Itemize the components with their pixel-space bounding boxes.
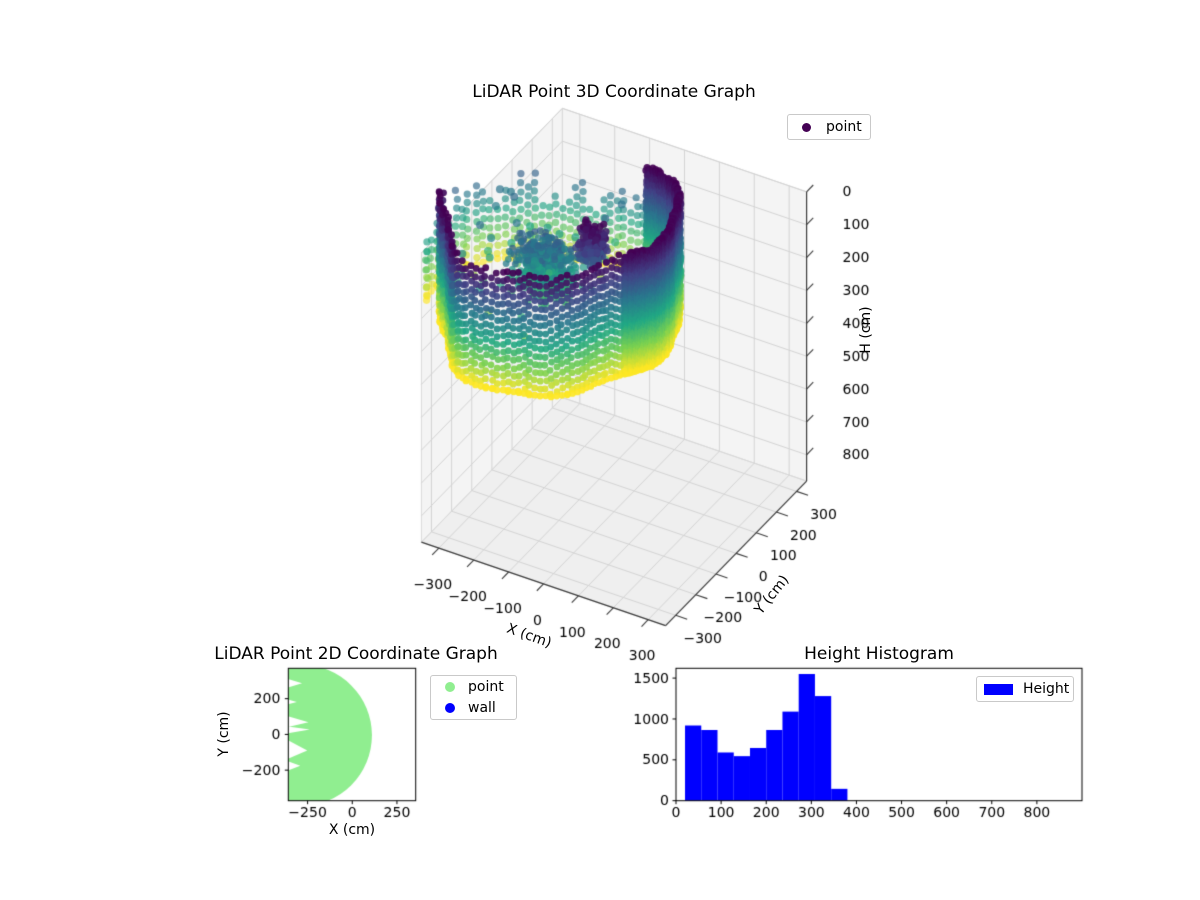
histogram-legend: Height <box>976 676 1074 702</box>
legend-row-height: Height <box>977 681 1073 697</box>
legend-label: point <box>468 678 504 695</box>
legend-row-point: point <box>788 119 870 135</box>
height-swatch-icon <box>984 683 1013 695</box>
plot3d-title: LiDAR Point 3D Coordinate Graph <box>472 82 756 102</box>
legend-label: Height <box>1023 681 1070 697</box>
plot2d-legend: point wall <box>430 675 517 720</box>
plot2d-title: LiDAR Point 2D Coordinate Graph <box>214 644 498 664</box>
legend-label: point <box>826 119 862 135</box>
point-marker-icon <box>445 681 455 692</box>
legend-row-point: point <box>431 679 516 695</box>
legend-row-wall: wall <box>431 700 516 716</box>
legend-label: wall <box>468 700 496 717</box>
wall-marker-icon <box>445 703 455 714</box>
plot2d-x-axis-label: X (cm) <box>328 822 376 838</box>
plot3d-legend: point <box>787 114 871 140</box>
plot2d-y-axis-label: Y (cm) <box>216 711 232 757</box>
point-marker-icon <box>802 122 811 132</box>
histogram-title: Height Histogram <box>804 644 954 664</box>
plot3d-h-axis-label: H (cm) <box>858 306 874 354</box>
